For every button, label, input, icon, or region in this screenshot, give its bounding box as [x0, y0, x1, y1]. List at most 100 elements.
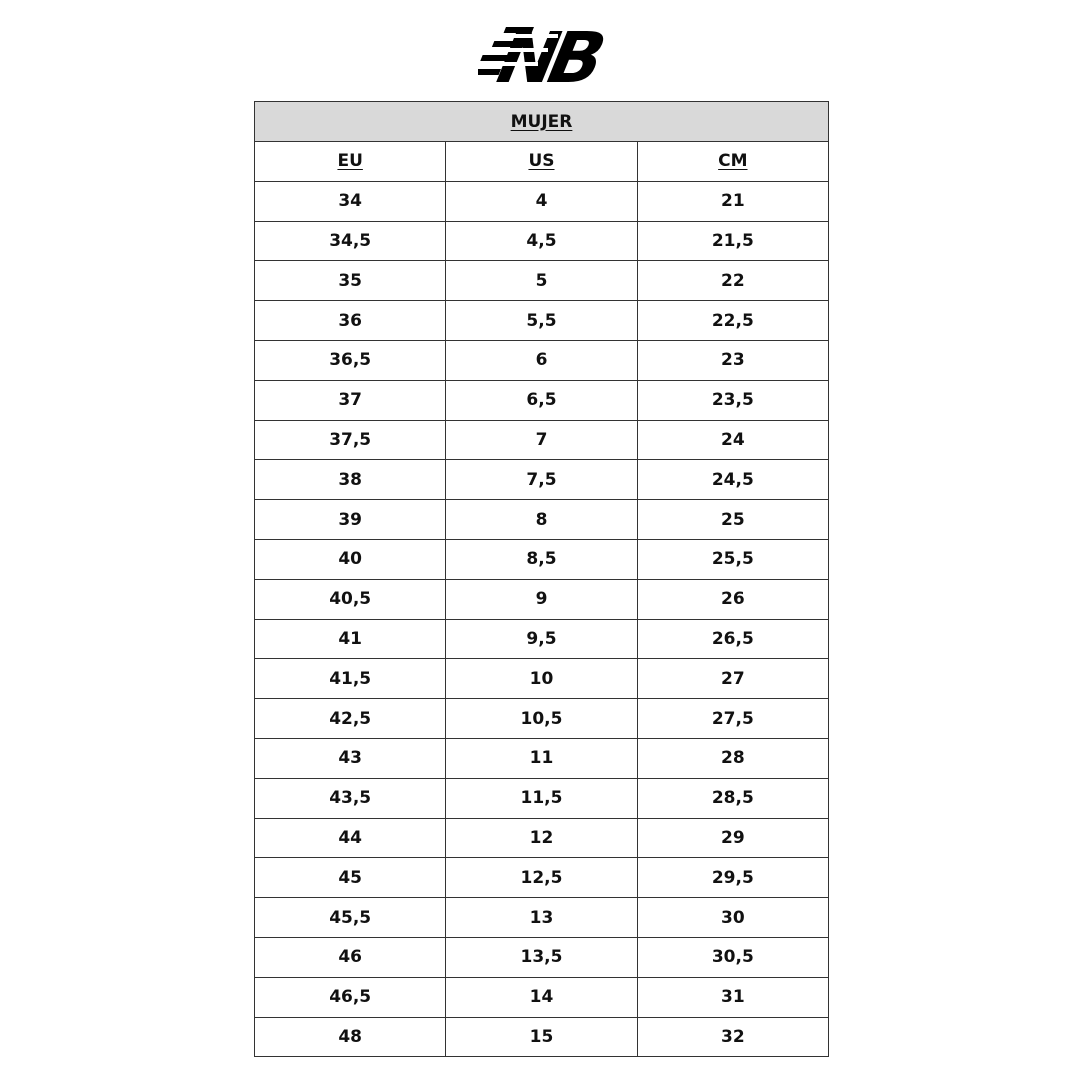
- table-row: 36 5,5 22,5: [253, 300, 830, 341]
- cell-us: 5,5: [445, 300, 638, 341]
- cell-us: 10: [445, 658, 638, 700]
- table-row: 38 7,5 24,5: [253, 459, 830, 501]
- cell-cm: 30,5: [636, 936, 830, 978]
- cell-eu: 44: [253, 817, 447, 859]
- cell-us: 10,5: [445, 698, 638, 739]
- cell-eu: 37: [253, 379, 447, 421]
- table-row: 48 15 32: [253, 1016, 830, 1058]
- table-title: MUJER: [254, 101, 829, 142]
- table-row: 40,5 9 26: [253, 578, 830, 620]
- cell-us: 11: [445, 737, 638, 779]
- size-chart-table: MUJER EU US CM 34 4 21 34,5 4,5 21,5 35 5 22 36 5,…: [253, 101, 830, 1058]
- table-row: 41 9,5 26,5: [253, 618, 830, 660]
- table-row: 43,5 11,5 28,5: [253, 777, 830, 819]
- column-header-cm: CM: [636, 141, 830, 182]
- cell-eu: 48: [253, 1016, 447, 1058]
- cell-eu: 45,5: [253, 897, 447, 938]
- table-row: 37,5 7 24: [253, 419, 830, 461]
- cell-cm: 30: [636, 897, 830, 938]
- cell-cm: 27,5: [636, 698, 830, 739]
- cell-eu: 45: [253, 857, 447, 899]
- table-row: 42,5 10,5 27,5: [253, 698, 830, 739]
- cell-cm: 31: [636, 976, 830, 1018]
- cell-us: 6: [445, 339, 638, 381]
- table-row: 35 5 22: [253, 260, 830, 302]
- table-row: 41,5 10 27: [253, 658, 830, 700]
- cell-us: 13: [445, 897, 638, 938]
- column-header-us-text: US: [528, 151, 555, 172]
- cell-cm: 28,5: [636, 777, 830, 819]
- cell-eu: 40: [253, 538, 447, 580]
- column-header-eu: EU: [253, 141, 447, 182]
- table-row: 40 8,5 25,5: [253, 538, 830, 580]
- cell-eu: 42,5: [253, 698, 447, 739]
- cell-eu: 34,5: [253, 220, 447, 262]
- cell-cm: 25: [636, 499, 830, 540]
- cell-cm: 23: [636, 339, 830, 381]
- table-row: 36,5 6 23: [253, 339, 830, 381]
- cell-us: 9: [445, 578, 638, 620]
- cell-cm: 25,5: [636, 538, 830, 580]
- cell-eu: 41,5: [253, 658, 447, 700]
- cell-eu: 46: [253, 936, 447, 978]
- table-body: 34 4 21 34,5 4,5 21,5 35 5 22 36 5,5 22,5 36,5 6 23 37 6…: [253, 180, 830, 1058]
- table-row: 46 13,5 30,5: [253, 936, 830, 978]
- cell-us: 13,5: [445, 936, 638, 978]
- cell-cm: 24: [636, 419, 830, 461]
- table-row: 43 11 28: [253, 737, 830, 779]
- cell-eu: 46,5: [253, 976, 447, 1018]
- cell-us: 14: [445, 976, 638, 1018]
- cell-eu: 41: [253, 618, 447, 660]
- cell-eu: 38: [253, 459, 447, 501]
- cell-eu: 43,5: [253, 777, 447, 819]
- cell-eu: 37,5: [253, 419, 447, 461]
- column-header-eu-text: EU: [337, 151, 363, 172]
- title-row: MUJER: [254, 101, 829, 142]
- cell-us: 7,5: [445, 459, 638, 501]
- cell-us: 8: [445, 499, 638, 540]
- cell-eu: 34: [253, 180, 447, 222]
- table-row: 46,5 14 31: [253, 976, 830, 1018]
- cell-eu: 39: [253, 499, 447, 540]
- cell-us: 4: [445, 180, 638, 222]
- cell-us: 7: [445, 419, 638, 461]
- column-header-us: US: [445, 141, 638, 182]
- table-row: 34 4 21: [253, 180, 830, 222]
- cell-cm: 32: [636, 1016, 830, 1058]
- cell-cm: 28: [636, 737, 830, 779]
- table-row: 45,5 13 30: [253, 897, 830, 938]
- cell-cm: 26,5: [636, 618, 830, 660]
- cell-cm: 22,5: [636, 300, 830, 341]
- cell-us: 12,5: [445, 857, 638, 899]
- cell-us: 11,5: [445, 777, 638, 819]
- table-row: 34,5 4,5 21,5: [253, 220, 830, 262]
- cell-eu: 40,5: [253, 578, 447, 620]
- cell-us: 8,5: [445, 538, 638, 580]
- cell-cm: 24,5: [636, 459, 830, 501]
- cell-eu: 35: [253, 260, 447, 302]
- new-balance-logo: NB: [478, 22, 604, 88]
- cell-us: 12: [445, 817, 638, 859]
- cell-us: 4,5: [445, 220, 638, 262]
- table-row: 37 6,5 23,5: [253, 379, 830, 421]
- column-header-row: EU US CM: [253, 141, 830, 182]
- table-title-text: MUJER: [510, 111, 573, 132]
- cell-cm: 29: [636, 817, 830, 859]
- table-row: 39 8 25: [253, 499, 830, 540]
- cell-eu: 43: [253, 737, 447, 779]
- cell-us: 9,5: [445, 618, 638, 660]
- cell-us: 15: [445, 1016, 638, 1058]
- cell-eu: 36: [253, 300, 447, 341]
- cell-cm: 23,5: [636, 379, 830, 421]
- cell-eu: 36,5: [253, 339, 447, 381]
- cell-cm: 26: [636, 578, 830, 620]
- column-header-cm-text: CM: [718, 151, 748, 172]
- cell-cm: 27: [636, 658, 830, 700]
- table-row: 44 12 29: [253, 817, 830, 859]
- table-row: 45 12,5 29,5: [253, 857, 830, 899]
- cell-cm: 29,5: [636, 857, 830, 899]
- cell-cm: 21: [636, 180, 830, 222]
- cell-us: 6,5: [445, 379, 638, 421]
- cell-cm: 22: [636, 260, 830, 302]
- cell-us: 5: [445, 260, 638, 302]
